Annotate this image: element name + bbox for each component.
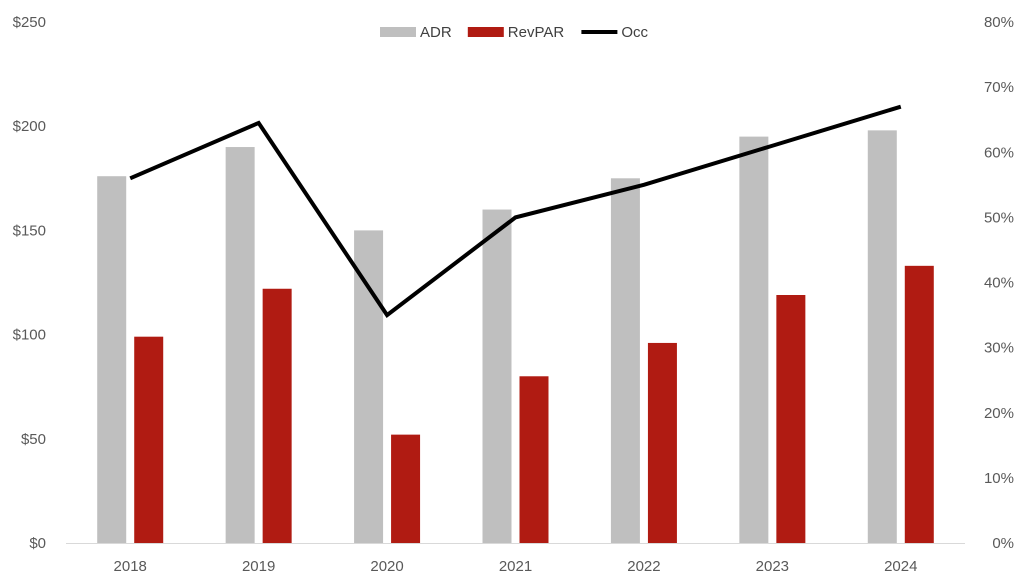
bar-adr-2020 bbox=[354, 230, 384, 543]
bar-revpar-2024 bbox=[904, 265, 934, 543]
x-axis-tick-label: 2024 bbox=[884, 558, 917, 575]
left-axis: $0 $50 $100 $150 $200 $250 bbox=[13, 14, 46, 552]
legend-label-adr: ADR bbox=[420, 24, 452, 41]
right-axis-tick-label: 80% bbox=[984, 14, 1014, 31]
bar-revpar-2023 bbox=[776, 295, 806, 543]
bar-revpar-2020 bbox=[391, 434, 421, 543]
right-axis-tick-label: 20% bbox=[984, 405, 1014, 422]
bar-adr-2024 bbox=[867, 130, 897, 544]
left-axis-tick-label: $200 bbox=[13, 118, 46, 135]
left-axis-tick-label: $50 bbox=[21, 431, 46, 448]
x-axis: 2018 2019 2020 2021 2022 2023 2024 bbox=[66, 543, 965, 575]
bar-adr-2022 bbox=[610, 178, 640, 544]
bar-adr-2023 bbox=[739, 136, 769, 543]
x-axis-tick-label: 2023 bbox=[756, 558, 789, 575]
right-axis-tick-label: 40% bbox=[984, 275, 1014, 292]
x-axis-tick-label: 2019 bbox=[242, 558, 275, 575]
legend-label-occ: Occ bbox=[621, 24, 648, 41]
x-axis-tick-label: 2022 bbox=[627, 558, 660, 575]
right-axis-tick-label: 0% bbox=[992, 535, 1014, 552]
bar-adr-2019 bbox=[225, 147, 255, 544]
bar-revpar-2022 bbox=[647, 342, 677, 543]
left-axis-tick-label: $250 bbox=[13, 14, 46, 31]
left-axis-tick-label: $0 bbox=[29, 535, 46, 552]
legend-swatch-adr bbox=[380, 27, 416, 37]
bar-revpar-2021 bbox=[519, 376, 549, 543]
legend: ADR RevPAR Occ bbox=[380, 24, 649, 41]
right-axis-tick-label: 50% bbox=[984, 209, 1014, 226]
legend-swatch-revpar bbox=[467, 27, 504, 37]
bar-revpar-2019 bbox=[262, 288, 292, 543]
occ-line-layer bbox=[129, 104, 902, 318]
x-axis-tick-label: 2020 bbox=[370, 558, 403, 575]
left-axis-tick-label: $100 bbox=[13, 327, 46, 344]
left-axis-tick-label: $150 bbox=[13, 222, 46, 239]
right-axis-tick-label: 30% bbox=[984, 340, 1014, 357]
right-axis: 0% 10% 20% 30% 40% 50% 60% 70% 80% bbox=[984, 14, 1014, 552]
bars bbox=[97, 130, 934, 544]
right-axis-tick-label: 10% bbox=[984, 470, 1014, 487]
x-axis-tick-label: 2018 bbox=[114, 558, 147, 575]
right-axis-tick-label: 70% bbox=[984, 79, 1014, 96]
bar-adr-2021 bbox=[482, 209, 512, 543]
legend-label-revpar: RevPAR bbox=[508, 24, 565, 41]
bar-revpar-2018 bbox=[134, 336, 164, 543]
x-axis-tick-label: 2021 bbox=[499, 558, 532, 575]
right-axis-tick-label: 60% bbox=[984, 144, 1014, 161]
bar-adr-2018 bbox=[97, 176, 127, 543]
